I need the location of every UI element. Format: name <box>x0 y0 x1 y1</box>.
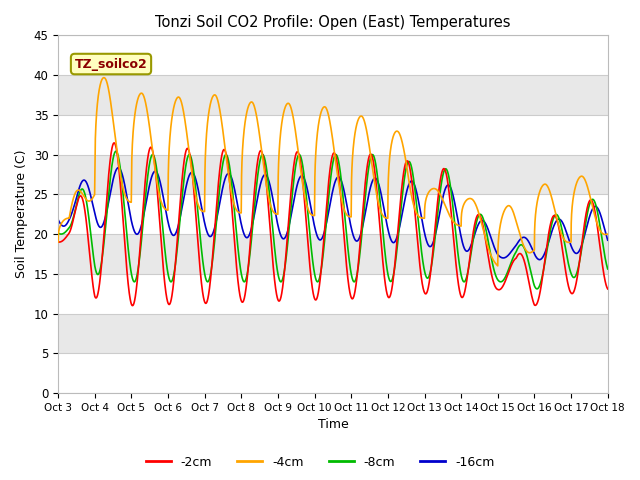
Bar <box>58 36 608 75</box>
Text: TZ_soilco2: TZ_soilco2 <box>75 58 147 71</box>
Y-axis label: Soil Temperature (C): Soil Temperature (C) <box>15 150 28 278</box>
Title: Tonzi Soil CO2 Profile: Open (East) Temperatures: Tonzi Soil CO2 Profile: Open (East) Temp… <box>155 15 511 30</box>
Bar <box>58 274 608 313</box>
Bar <box>58 155 608 194</box>
X-axis label: Time: Time <box>317 419 348 432</box>
Bar <box>58 313 608 353</box>
Bar <box>58 194 608 234</box>
Bar <box>58 75 608 115</box>
Bar <box>58 353 608 393</box>
Bar <box>58 115 608 155</box>
Bar <box>58 234 608 274</box>
Legend: -2cm, -4cm, -8cm, -16cm: -2cm, -4cm, -8cm, -16cm <box>141 451 499 474</box>
